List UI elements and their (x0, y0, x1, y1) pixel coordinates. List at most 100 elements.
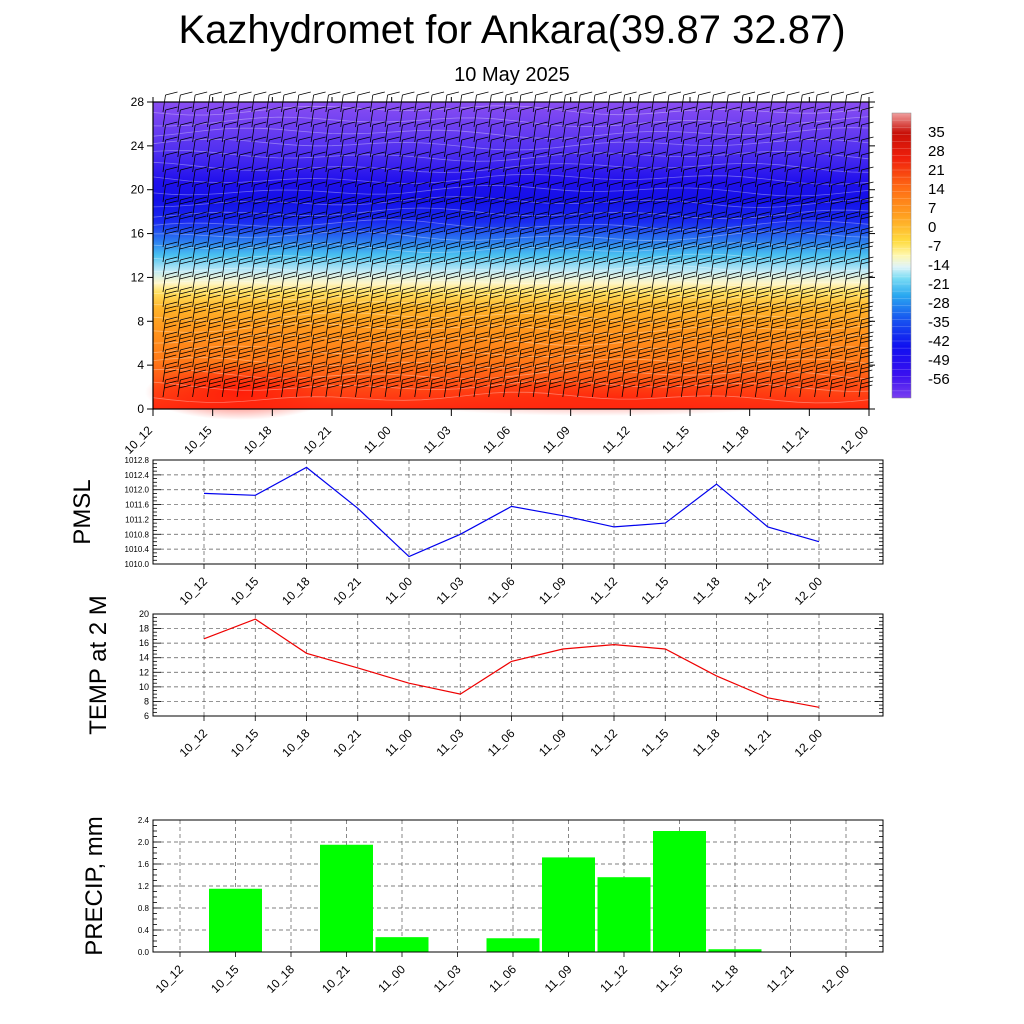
wind-barb-flag (298, 260, 311, 265)
wind-barb-flag (565, 376, 578, 381)
wind-barb-flag (298, 226, 311, 231)
wind-barb-flag (727, 245, 740, 250)
wind-barb-flag (194, 256, 208, 261)
wind-barb-flag (550, 91, 563, 96)
wind-barb-flag (624, 331, 637, 336)
wind-barb-staff (443, 274, 448, 293)
wind-barb-flag (594, 245, 607, 250)
wind-barb-staff (355, 289, 359, 308)
wind-barb-staff (192, 154, 196, 173)
wind-barb-flag (327, 275, 340, 280)
wind-barb-flag (357, 215, 370, 220)
wind-barb-flag (579, 260, 592, 265)
wind-barb-flag (179, 350, 192, 355)
wind-barb-flag (728, 361, 741, 366)
wind-barb-flag (253, 215, 266, 220)
wind-barb-staff (680, 364, 685, 383)
wind-barb-flag (549, 260, 563, 265)
wind-barb-flag (728, 346, 741, 351)
wind-barb-staff (443, 169, 448, 188)
wind-barb-flag (491, 121, 504, 126)
wind-barb-flag (164, 365, 177, 370)
wind-barb-flag (831, 196, 845, 201)
wind-barb-staff (355, 169, 359, 188)
wind-barb-flag (460, 305, 474, 310)
wind-barb-staff (784, 304, 788, 323)
wind-barb-flag (726, 309, 740, 314)
wind-barb-flag (180, 106, 193, 111)
wind-barb-flag (519, 294, 532, 299)
wind-barb-staff (369, 154, 374, 173)
wind-barb-flag (402, 91, 415, 96)
contour-line (152, 265, 870, 277)
wind-barb-flag (816, 346, 830, 351)
wind-barb-flag (415, 309, 429, 314)
wind-barb-flag (623, 335, 637, 340)
wind-barb-staff (488, 124, 492, 143)
wind-barb-flag (238, 215, 252, 220)
wind-barb-flag (195, 361, 208, 366)
wind-barb-staff (221, 364, 226, 383)
wind-barb-staff (162, 349, 166, 368)
wind-barb-staff (518, 379, 522, 398)
wind-barb-staff (769, 124, 774, 143)
wind-barb-flag (668, 91, 682, 96)
wind-barb-flag (624, 121, 637, 126)
wind-barb-staff (236, 244, 240, 263)
wind-barb-flag (476, 181, 489, 186)
wind-barb-flag (224, 301, 237, 306)
wind-barb-staff (740, 274, 744, 293)
wind-barb-flag (772, 166, 785, 171)
wind-barb-flag (816, 215, 829, 220)
wind-barb-flag (846, 215, 859, 220)
wind-barb-flag (195, 106, 208, 111)
wind-barb-flag (830, 324, 843, 329)
wind-barb-flag (313, 151, 326, 156)
wind-barb-staff (251, 139, 255, 158)
wind-barb-flag (624, 376, 637, 381)
wind-barb-flag (164, 354, 177, 359)
wind-barb-flag (712, 245, 725, 250)
wind-barb-staff (828, 379, 833, 398)
wind-barb-staff (680, 274, 685, 293)
wind-barb-staff (858, 214, 862, 233)
wind-barb-flag (505, 380, 518, 385)
wind-barb-staff (488, 214, 492, 233)
wind-barb-flag (283, 316, 297, 321)
wind-barb-staff (518, 94, 522, 113)
wind-barb-flag (357, 316, 371, 321)
wind-barb-flag (742, 136, 756, 141)
wind-barb-flag (638, 309, 651, 314)
wind-barb-staff (636, 154, 640, 173)
wind-barb-staff (621, 274, 625, 293)
wind-barb-staff (473, 259, 477, 278)
wind-barb-staff (443, 304, 448, 323)
wind-barb-staff (443, 289, 448, 308)
wind-barb-staff (458, 244, 463, 263)
wind-barb-staff (369, 289, 374, 308)
y-tick-label: 16 (139, 638, 149, 648)
wind-barb-flag (594, 271, 608, 276)
wind-barb-flag (446, 290, 459, 295)
wind-barb-flag (668, 166, 682, 171)
wind-barb-staff (799, 184, 803, 203)
wind-barb-staff (310, 304, 314, 323)
wind-barbs (162, 91, 874, 398)
wind-barb-staff (162, 379, 166, 398)
wind-barb-flag (742, 256, 756, 261)
wind-barb-staff (503, 184, 507, 203)
wind-barb-flag (372, 106, 385, 111)
wind-barb-staff (503, 199, 507, 218)
wind-barb-flag (727, 215, 740, 220)
wind-barb-flag (446, 91, 459, 96)
wind-barb-flag (224, 181, 237, 186)
wind-barb-flag (594, 316, 608, 321)
wind-barb-staff (577, 94, 581, 113)
wind-barb-staff (177, 334, 181, 353)
wind-barb-staff (532, 154, 537, 173)
wind-barb-flag (165, 376, 178, 381)
wind-barb-staff (843, 94, 848, 113)
y-tick-label: 8 (137, 314, 144, 328)
wind-barb-staff (592, 124, 596, 143)
wind-barb-staff (784, 334, 788, 353)
